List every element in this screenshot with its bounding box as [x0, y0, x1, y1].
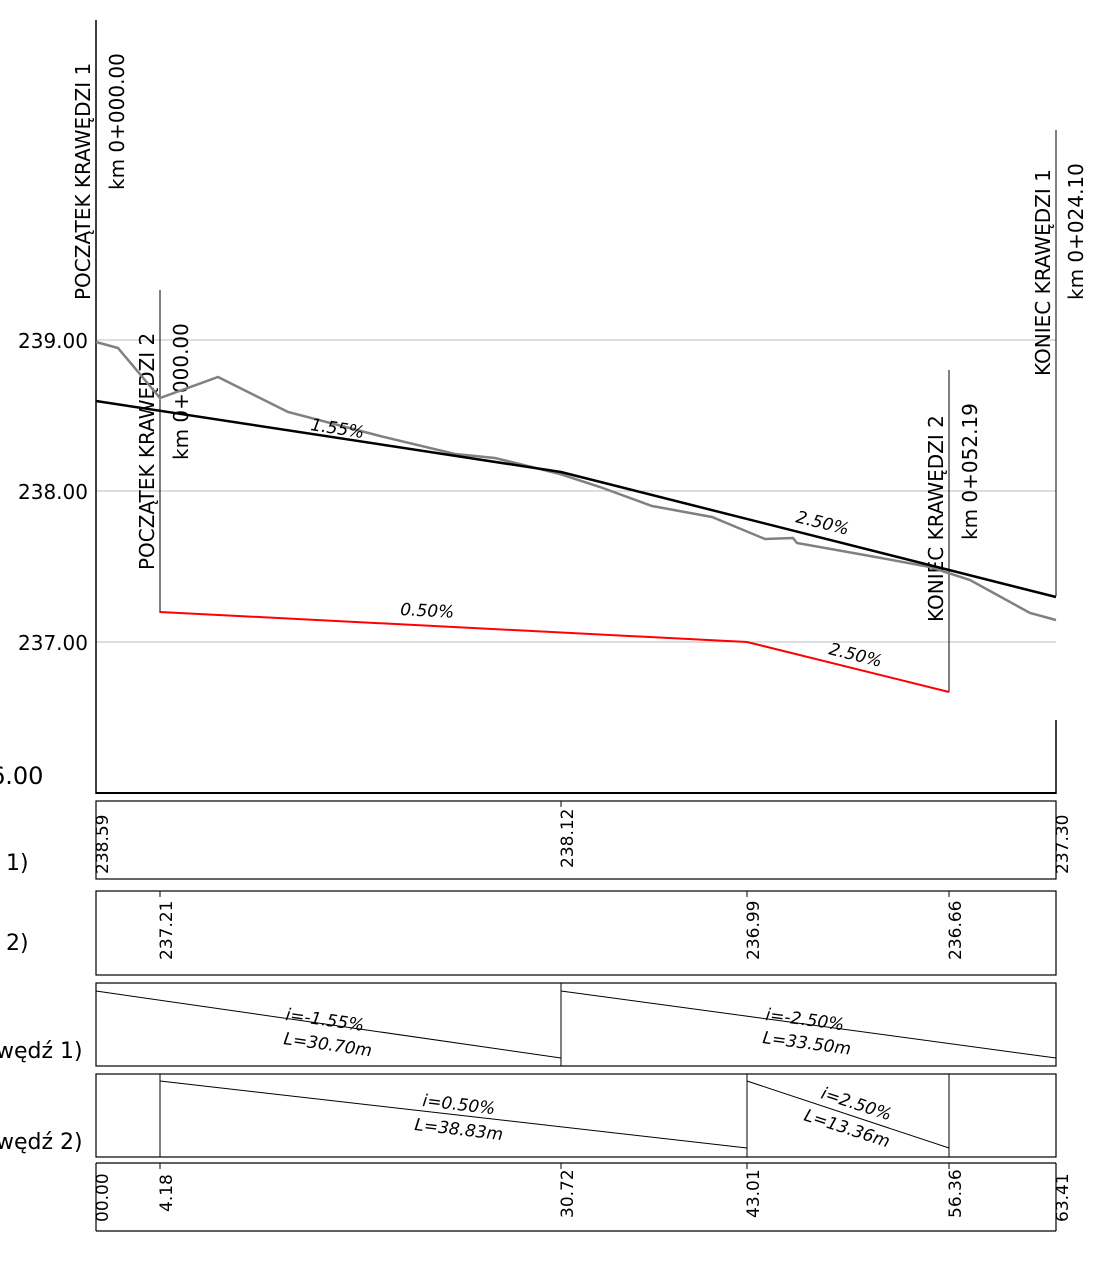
- marker-end-edge2-km: km 0+052.19: [958, 403, 982, 540]
- marker-start-edge2-title: POCZĄTEK KRAWĘDZI 2: [135, 333, 159, 570]
- slope-diagonal: [95, 990, 562, 1059]
- marker-end-edge1-title: KONIEC KRAWĘDZI 1: [1031, 169, 1055, 376]
- row-edge1-elevation-frame: [95, 800, 1057, 880]
- edge2-grade-a-label: 0.50%: [400, 600, 455, 623]
- elevation-label-237: 237.00: [18, 631, 88, 655]
- elevation-label-cut: 6.00: [0, 762, 43, 790]
- edge1-elev-value: 238.59: [93, 815, 113, 874]
- row-edge1-elevation-label: 1): [6, 851, 29, 876]
- distance-value: 56.36: [946, 1169, 966, 1218]
- row-edge2-slope-frame: [95, 1073, 1057, 1158]
- distance-value: 30.72: [558, 1169, 578, 1218]
- marker-end-edge1: KONIEC KRAWĘDZI 1 km 0+024.10: [1031, 163, 1088, 376]
- edge1-elev-value: 237.30: [1053, 815, 1073, 874]
- edge2-design-line: [159, 611, 950, 693]
- row-edge2-slope: wędź 2) i=0.50% L=38.83m i=2.50% L=13.36…: [0, 1073, 1057, 1158]
- row-edge1-slope-label: wędź 1): [0, 1039, 83, 1064]
- terrain-line: [95, 340, 1057, 622]
- marker-start-edge1: POCZĄTEK KRAWĘDZI 1 km 0+000.00: [71, 20, 129, 300]
- edge2-grade-b-label: 2.50%: [827, 639, 884, 671]
- distance-value: 63.41: [1053, 1173, 1073, 1222]
- edge1-elev-value: 238.12: [558, 809, 578, 868]
- distance-value: 43.01: [744, 1169, 764, 1218]
- row-edge2-elevation-label: 2): [6, 931, 29, 956]
- marker-end-edge1-km: km 0+024.10: [1064, 163, 1088, 300]
- row-edge1-slope-frame: [95, 982, 1057, 1067]
- elevation-grid: [96, 339, 1056, 643]
- row-edge1-elevation: 1) 238.59 238.12 237.30: [6, 800, 1073, 880]
- marker-start-edge1-km: km 0+000.00: [105, 53, 129, 190]
- edge2-elev-value: 236.66: [946, 901, 966, 960]
- edge1-grade-a-label: 1.55%: [309, 415, 365, 443]
- row-edge2-elevation-frame: [95, 890, 1057, 976]
- row-distance: 00.00 4.18 30.72 43.01 56.36 63.41: [93, 1162, 1073, 1232]
- elevation-label-239: 239.00: [18, 329, 88, 353]
- slope-diagonal: [159, 1080, 748, 1149]
- distance-value: 00.00: [93, 1173, 113, 1222]
- row-edge2-slope-label: wędź 2): [0, 1130, 83, 1155]
- marker-end-edge2-title: KONIEC KRAWĘDZI 2: [924, 415, 948, 622]
- marker-start-edge1-title: POCZĄTEK KRAWĘDZI 1: [71, 63, 95, 300]
- edge2-elev-value: 236.99: [744, 901, 764, 960]
- edge1-grade-b-label: 2.50%: [794, 507, 851, 539]
- edge2-slope-L: L=38.83m: [413, 1115, 504, 1145]
- edge1-design-line: [95, 399, 1057, 599]
- edge2-slope-i: i=0.50%: [421, 1091, 496, 1119]
- slope-diagonal: [746, 1080, 950, 1149]
- distance-value: 4.18: [157, 1174, 177, 1212]
- row-edge2-elevation: 2) 237.21 236.99 236.66: [6, 890, 1057, 976]
- edge2-elev-value: 237.21: [157, 901, 177, 960]
- elevation-label-238: 238.00: [18, 480, 88, 504]
- marker-end-edge2: KONIEC KRAWĘDZI 2 km 0+052.19: [924, 403, 982, 622]
- slope-diagonal: [560, 990, 1057, 1059]
- row-edge1-slope: wędź 1) i=-1.55% L=30.70m i=-2.50% L=33.…: [0, 982, 1057, 1067]
- marker-start-edge2: POCZĄTEK KRAWĘDZI 2 km 0+000.00: [135, 323, 193, 570]
